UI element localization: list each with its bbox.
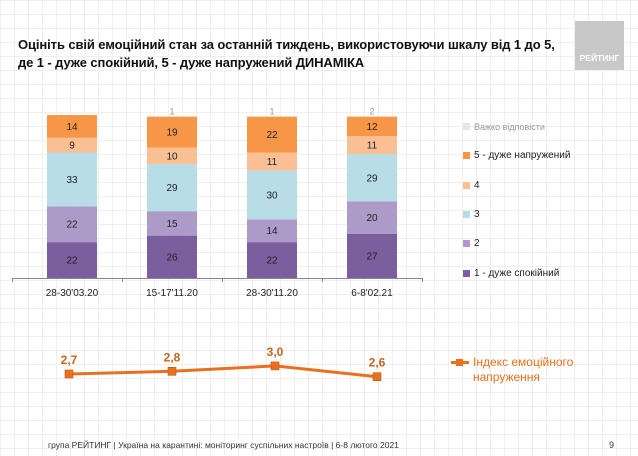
legend-swatch-icon [463, 152, 470, 160]
legend-item: Важко відповісти [463, 112, 570, 141]
bar-segment [347, 154, 397, 202]
data-label: 33 [66, 175, 78, 186]
footer-text: група РЕЙТИНГ | Україна на карантині: мо… [48, 440, 399, 450]
legend-swatch-icon [463, 211, 470, 219]
data-label: 19 [166, 128, 178, 139]
legend-swatch-icon [463, 181, 470, 189]
legend-label: 3 [474, 209, 480, 221]
legend-item: 4 [463, 171, 570, 200]
line-data-label: 2,7 [61, 353, 78, 367]
data-label: 15 [166, 219, 178, 230]
bar-segment [47, 242, 97, 278]
x-tick-label: 15-17'11.20 [146, 288, 198, 299]
line-marker [64, 369, 74, 379]
data-label: 14 [66, 122, 78, 133]
legend-item: 3 [463, 200, 570, 229]
line-marker-icon [451, 355, 469, 370]
bar-segment [147, 116, 197, 148]
line-data-label: 2,6 [369, 356, 386, 370]
x-tick-label: 28-30'11.20 [246, 288, 298, 299]
legend-swatch-icon [463, 269, 470, 277]
data-label: 26 [166, 252, 178, 263]
data-label: 22 [66, 220, 78, 231]
legend-swatch-icon [463, 240, 470, 248]
line-legend: Індекс емоційного напруження [451, 355, 573, 385]
line-marker [372, 372, 382, 382]
data-label: 10 [166, 151, 178, 162]
data-label: 22 [266, 130, 278, 141]
bar-segment [47, 115, 97, 138]
legend-item: 2 [463, 229, 570, 258]
line-marker [167, 366, 177, 376]
x-tick-label: 6-8'02.21 [351, 288, 393, 299]
bar-legend: Важко відповісти 5 - дуже напружений 4 3 2 1 … [463, 112, 570, 288]
bar-segment [347, 233, 397, 278]
data-label: 11 [267, 157, 278, 168]
legend-item: 5 - дуже напружений [463, 141, 570, 170]
bar-segment [247, 116, 297, 153]
line-data-label: 2,8 [164, 350, 181, 364]
bar-segment [47, 206, 97, 243]
data-label: 29 [166, 183, 178, 194]
legend-swatch-icon [463, 123, 470, 131]
bar-segment [47, 137, 97, 153]
rating-logo: РЕЙТИНГ [575, 21, 624, 70]
legend-item: 1 - дуже спокійний [463, 258, 570, 287]
data-label-hard-to-answer: 2 [369, 107, 374, 117]
data-label-hard-to-answer: 1 [169, 107, 174, 117]
data-label: 29 [366, 173, 378, 184]
bar-segment [347, 201, 397, 234]
bar-segment [147, 163, 197, 212]
bar-segment [147, 211, 197, 236]
line-legend-label: Індекс емоційного напруження [473, 355, 574, 384]
logo-text: РЕЙТИНГ [579, 53, 620, 63]
data-label: 9 [69, 141, 75, 152]
page-number: 9 [609, 440, 615, 450]
bar-segment [247, 170, 297, 220]
bar-segment [147, 147, 197, 164]
index-line [68, 364, 378, 379]
line-data-label: 3,0 [267, 345, 284, 359]
legend-label: 4 [474, 179, 480, 191]
data-label: 12 [366, 122, 378, 133]
bar-segment [247, 152, 297, 171]
data-label: 14 [266, 226, 278, 237]
legend-label: 1 - дуже спокійний [474, 267, 560, 279]
data-label: 27 [366, 251, 378, 262]
x-tick-label: 28-30'03.20 [46, 288, 99, 299]
bar-segment [347, 116, 397, 137]
data-label-hard-to-answer: 1 [269, 107, 274, 117]
legend-label: 2 [474, 238, 480, 250]
data-label: 11 [367, 141, 378, 152]
chart-title: Оцініть свій емоційний стан за останній … [18, 37, 555, 70]
legend-label: 5 - дуже напружений [474, 150, 571, 162]
bar-segment [47, 152, 97, 207]
data-label: 30 [266, 190, 278, 201]
data-label: 22 [66, 256, 78, 267]
bar-segment [147, 235, 197, 278]
bar-segment [347, 136, 397, 155]
bar-segment [247, 219, 297, 243]
line-marker [270, 361, 280, 371]
data-label: 22 [266, 256, 278, 267]
legend-label: Важко відповісти [474, 121, 545, 132]
bar-segment [247, 242, 297, 278]
data-label: 20 [366, 213, 378, 224]
